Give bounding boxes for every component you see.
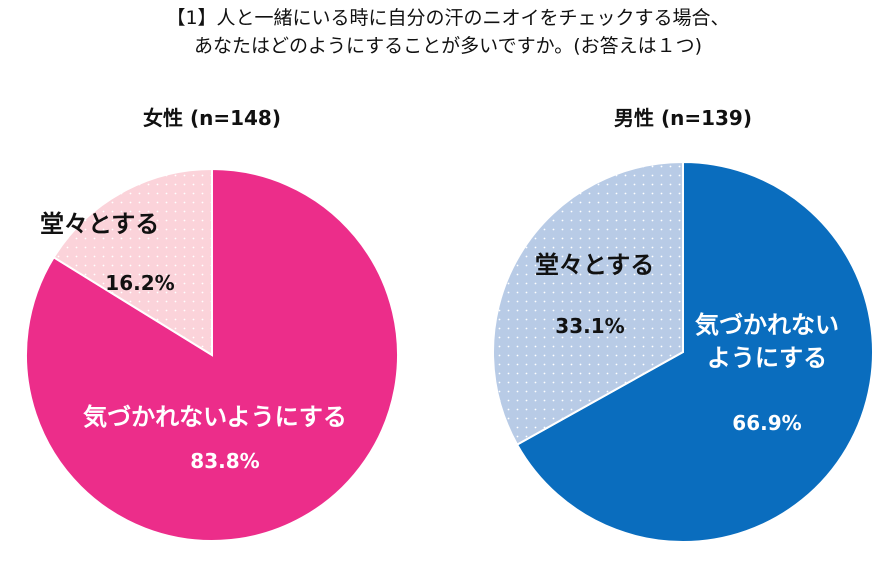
female-slice-1-dot-pattern	[53, 169, 212, 355]
female-label-dodo: 堂々とする	[40, 210, 159, 238]
male-pie-title: 男性 (n=139)	[614, 106, 752, 130]
male-pct-kizukarenai: 66.9%	[732, 411, 801, 435]
female-label-kizukarenai: 気づかれないようにする	[83, 403, 347, 431]
male-slice-1-dot-pattern	[493, 162, 683, 445]
male-label-dodo: 堂々とする	[535, 251, 654, 279]
male-label-kizukarenai-2: ようにする	[707, 344, 827, 372]
title-line-2: あなたはどのようにすることが多いですか。(お答えは１つ)	[193, 35, 703, 57]
male-pct-dodo: 33.1%	[555, 314, 624, 338]
male-label-kizukarenai-1: 気づかれない	[695, 311, 839, 339]
female-pct-kizukarenai: 83.8%	[190, 449, 259, 473]
female-pct-dodo: 16.2%	[105, 271, 174, 295]
male-slice-0	[515, 160, 874, 543]
title-line-1: 【1】人と一緒にいる時に自分の汗のニオイをチェックする場合、	[166, 7, 730, 29]
female-pie-title: 女性 (n=148)	[143, 106, 281, 130]
chart-title: 【1】人と一緒にいる時に自分の汗のニオイをチェックする場合、 あなたはどのように…	[0, 4, 896, 60]
